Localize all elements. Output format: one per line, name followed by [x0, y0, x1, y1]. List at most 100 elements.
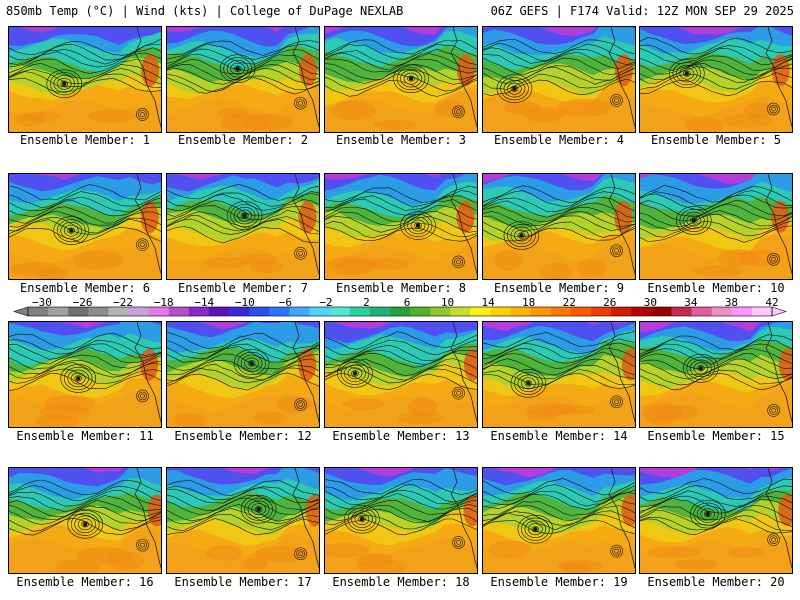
colorbar-segment — [731, 307, 753, 316]
ensemble-member-label: Ensemble Member: 1 — [19, 133, 151, 147]
ensemble-member-map — [324, 173, 478, 280]
colorbar-segment — [128, 307, 150, 316]
ensemble-member-map — [166, 321, 320, 428]
ensemble-member-map — [324, 26, 478, 133]
colorbar-tick-label: 38 — [725, 298, 738, 309]
ensemble-member-label: Ensemble Member: 6 — [19, 281, 151, 295]
colorbar-tick-label: 30 — [644, 298, 657, 309]
colorbar-tick-label: 34 — [684, 298, 698, 309]
colorbar-segment — [349, 307, 371, 316]
colorbar-tick-label: −30 — [32, 298, 52, 309]
ensemble-member-label: Ensemble Member: 14 — [490, 429, 628, 443]
colorbar-tick-label: −18 — [154, 298, 174, 309]
ensemble-member-map — [166, 173, 320, 280]
ensemble-member-label: Ensemble Member: 8 — [335, 281, 467, 295]
ensemble-member-label: Ensemble Member: 13 — [332, 429, 470, 443]
ensemble-member-map — [324, 321, 478, 428]
ensemble-member-label: Ensemble Member: 15 — [647, 429, 785, 443]
ensemble-member-label: Ensemble Member: 9 — [493, 281, 625, 295]
colorbar-segment — [550, 307, 572, 316]
ensemble-member-label: Ensemble Member: 20 — [647, 575, 785, 589]
colorbar-segment — [611, 307, 632, 316]
colorbar-segment — [309, 307, 331, 316]
colorbar-segment — [711, 307, 733, 316]
colorbar-segment — [28, 307, 49, 316]
ensemble-member-map — [482, 321, 636, 428]
colorbar-tick-label: 2 — [363, 298, 370, 309]
colorbar-segment — [108, 307, 130, 316]
ensemble-member-map — [639, 467, 793, 574]
colorbar-tick-label: −22 — [113, 298, 133, 309]
ensemble-member-map — [639, 173, 793, 280]
ensemble-member-label: Ensemble Member: 2 — [177, 133, 309, 147]
ensemble-member-map — [8, 321, 162, 428]
temperature-colorbar: −30 −26 −22 −18 −14 −10 −6 −2 2 6 10 14 18 22 26 30 34 38… — [13, 298, 787, 317]
ensemble-member-label: Ensemble Member: 3 — [335, 133, 467, 147]
colorbar-tick-label: −6 — [279, 298, 292, 309]
colorbar-segment — [208, 307, 230, 316]
colorbar-segment — [490, 307, 512, 316]
ensemble-member-map — [482, 173, 636, 280]
colorbar-segment — [570, 307, 592, 316]
colorbar-segment — [631, 307, 652, 316]
colorbar-min-arrow — [13, 306, 29, 317]
colorbar-segment — [671, 307, 693, 316]
colorbar-tick-label: 42 — [765, 298, 778, 309]
ensemble-member-map — [482, 26, 636, 133]
colorbar-tick-label: −14 — [194, 298, 214, 309]
ensemble-member-label: Ensemble Member: 16 — [16, 575, 154, 589]
colorbar-segment — [510, 307, 532, 316]
colorbar-tick-label: 18 — [522, 298, 535, 309]
ensemble-member-map — [639, 321, 793, 428]
ensemble-member-label: Ensemble Member: 4 — [493, 133, 625, 147]
colorbar-tick-label: 22 — [563, 298, 576, 309]
colorbar-tick-label: 14 — [481, 298, 495, 309]
colorbar-tick-label: −2 — [319, 298, 332, 309]
colorbar-segment — [430, 307, 451, 316]
colorbar-segment — [530, 307, 552, 316]
colorbar-segment — [229, 307, 250, 316]
ensemble-member-label: Ensemble Member: 11 — [16, 429, 154, 443]
colorbar-segment — [389, 307, 411, 316]
colorbar-tick-label: 26 — [603, 298, 616, 309]
colorbar-segment — [470, 307, 491, 316]
ensemble-member-label: Ensemble Member: 19 — [490, 575, 628, 589]
colorbar-segment — [450, 307, 471, 316]
colorbar-segment — [329, 307, 351, 316]
ensemble-member-map — [8, 173, 162, 280]
ensemble-member-label: Ensemble Member: 18 — [332, 575, 470, 589]
colorbar-segment — [148, 307, 170, 316]
ensemble-member-label: Ensemble Member: 7 — [177, 281, 309, 295]
colorbar-segment — [289, 307, 311, 316]
ensemble-member-map — [166, 26, 320, 133]
ensemble-member-map — [166, 467, 320, 574]
colorbar-tick-label: 10 — [441, 298, 454, 309]
run-valid-time: 06Z GEFS | F174 Valid: 12Z MON SEP 29 20… — [490, 4, 794, 18]
ensemble-member-map — [482, 467, 636, 574]
ensemble-member-label: Ensemble Member: 10 — [647, 281, 785, 295]
ensemble-member-label: Ensemble Member: 17 — [174, 575, 312, 589]
colorbar-tick-label: −10 — [235, 298, 255, 309]
ensemble-member-label: Ensemble Member: 5 — [650, 133, 782, 147]
colorbar-segment — [68, 307, 89, 316]
colorbar-segment — [751, 307, 773, 316]
colorbar-tick-label: 6 — [404, 298, 411, 309]
ensemble-member-map — [8, 26, 162, 133]
colorbar-segment — [48, 307, 69, 316]
colorbar-segment — [651, 307, 672, 316]
colorbar-tick-label: −26 — [73, 298, 93, 309]
ensemble-member-map — [324, 467, 478, 574]
ensemble-member-label: Ensemble Member: 12 — [174, 429, 312, 443]
colorbar-segment — [369, 307, 391, 316]
colorbar-segment — [188, 307, 210, 316]
colorbar-segment — [88, 307, 109, 316]
colorbar-segment — [168, 307, 190, 316]
colorbar-segment — [410, 307, 431, 316]
colorbar-segment — [249, 307, 270, 316]
ensemble-member-map — [8, 467, 162, 574]
ensemble-member-map — [639, 26, 793, 133]
colorbar-segment — [269, 307, 290, 316]
colorbar-segment — [591, 307, 612, 316]
map-title: 850mb Temp (°C) | Wind (kts) | College o… — [6, 4, 404, 18]
colorbar-segment — [691, 307, 713, 316]
